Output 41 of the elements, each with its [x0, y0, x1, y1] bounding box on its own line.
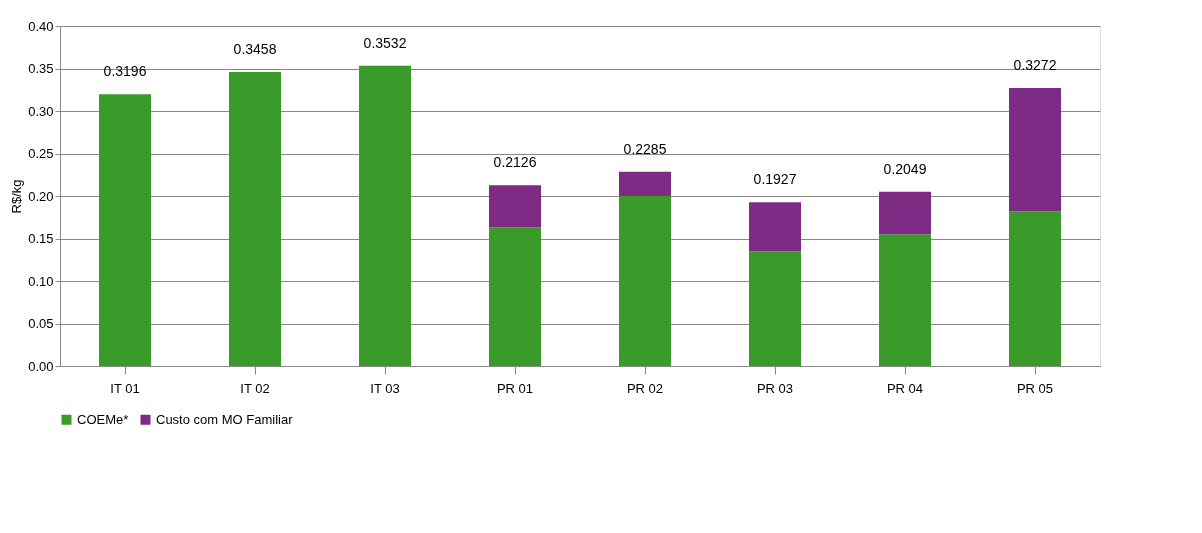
x-tick-label: PR 01 [496, 380, 534, 396]
bar [749, 202, 801, 252]
y-tick-label: 0.35 [28, 61, 54, 76]
bar [619, 196, 671, 366]
bar [229, 72, 281, 366]
bar [359, 65, 411, 366]
y-axis-title: R$/kg [9, 179, 25, 214]
total-label: 0.1927 [753, 171, 797, 188]
y-tick-label: 0.00 [28, 358, 54, 374]
y-tick-label: 0.20 [28, 188, 54, 204]
y-tick-label: 0.40 [28, 18, 54, 34]
total-label: 0.3458 [233, 41, 277, 58]
bar [489, 185, 541, 228]
total-label: 0.2126 [493, 154, 537, 171]
bar [489, 227, 541, 366]
total-label: 0.2049 [883, 160, 927, 177]
total-label: 0.3196 [103, 63, 147, 80]
bar [1009, 87, 1061, 212]
legend-label: Custo com MO Familiar [156, 411, 294, 427]
x-tick-label: PR 03 [756, 380, 794, 396]
bar [749, 251, 801, 366]
total-label: 0.3272 [1013, 56, 1057, 73]
x-tick-label: PR 02 [626, 380, 664, 396]
x-tick-label: IT 03 [370, 380, 400, 396]
x-tick-label: IT 01 [110, 380, 140, 396]
total-label: 0.3532 [363, 34, 407, 51]
total-label: 0.2285 [623, 140, 667, 157]
x-tick-label: IT 02 [240, 380, 270, 396]
y-tick-label: 0.30 [28, 103, 54, 119]
bar [1009, 211, 1061, 366]
bar [99, 94, 151, 366]
y-tick-label: 0.25 [28, 146, 54, 161]
bar [879, 191, 931, 235]
bar [879, 234, 931, 366]
y-tick-label: 0.15 [28, 231, 54, 246]
bar [619, 171, 671, 196]
legend-label: COEMe* [77, 411, 129, 427]
y-tick-label: 0.10 [28, 273, 54, 289]
x-tick-label: PR 04 [886, 380, 924, 396]
x-tick-label: PR 05 [1016, 380, 1054, 396]
y-tick-label: 0.05 [28, 316, 54, 331]
